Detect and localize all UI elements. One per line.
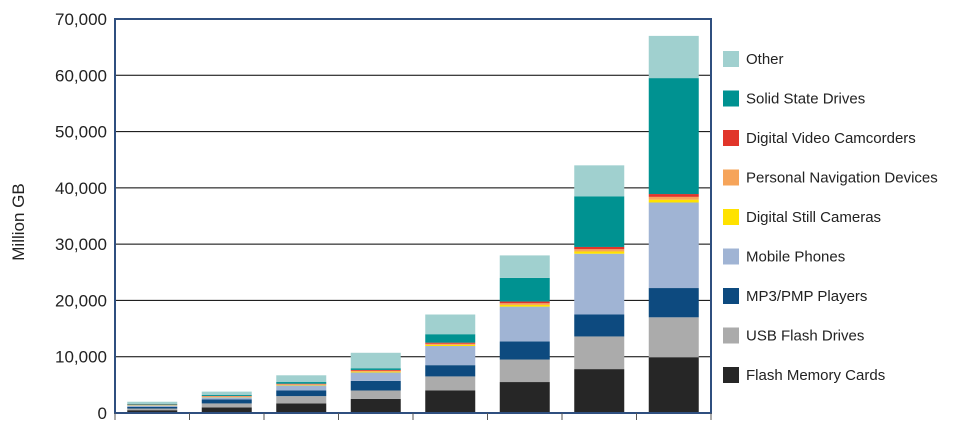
bar-segment — [499, 306, 550, 342]
legend-swatch — [723, 248, 739, 265]
y-tick-label: 30,000 — [55, 235, 107, 254]
y-tick-label: 50,000 — [55, 123, 107, 142]
bar-segment — [425, 346, 476, 366]
bar-segment — [350, 369, 401, 371]
bar-segment — [648, 199, 699, 203]
bar-segment — [201, 397, 252, 400]
bar-segment — [276, 375, 327, 383]
bar-segment — [201, 399, 252, 404]
bar-segment — [648, 357, 699, 413]
y-tick-label: 40,000 — [55, 179, 107, 198]
legend-swatch — [723, 51, 739, 67]
bar-segment — [499, 303, 550, 305]
y-tick-label: 20,000 — [55, 291, 107, 310]
bar-segment — [648, 196, 699, 200]
bar-segment — [201, 394, 252, 396]
legend-swatch — [723, 327, 739, 344]
bar-segment — [648, 317, 699, 358]
bar-segment — [499, 304, 550, 307]
bar-segment — [127, 403, 178, 405]
bar-segment — [350, 390, 401, 399]
bar-segment — [127, 406, 178, 409]
legend-swatch — [723, 288, 739, 304]
y-tick-label: 0 — [98, 404, 107, 423]
bar-segment — [127, 410, 178, 413]
y-tick-label: 60,000 — [55, 66, 107, 85]
bar-segment — [648, 202, 699, 289]
x-axis-ticks — [114, 413, 712, 420]
bar-segment — [350, 352, 401, 369]
bar-segment — [276, 390, 327, 397]
legend-label: Other — [746, 51, 784, 68]
y-tick-label: 10,000 — [55, 348, 107, 367]
bar-segment — [350, 370, 401, 372]
bar-segment — [499, 382, 550, 413]
bar-segment — [276, 384, 327, 386]
bar-segment — [574, 253, 625, 315]
bar-segment — [276, 396, 327, 404]
legend-swatch — [723, 169, 739, 186]
legend-swatch — [723, 130, 739, 146]
y-tick-label: 70,000 — [55, 10, 107, 29]
legend-label: Digital Still Cameras — [746, 209, 881, 226]
bar-segment — [648, 194, 699, 197]
y-axis-tick-labels: 0 10,000 20,000 30,000 40,000 50,000 60,000 70,… — [55, 10, 107, 423]
bar-segment — [425, 342, 476, 344]
legend: Other Solid State Drives Digital Video Cam… — [723, 51, 938, 384]
bar-segment — [425, 334, 476, 343]
bar-segment — [425, 344, 476, 347]
bar-segment — [350, 371, 401, 373]
bar-segment — [425, 365, 476, 377]
bar-segment — [276, 382, 327, 384]
bar-segment — [201, 391, 252, 395]
bar-segment — [127, 405, 178, 407]
bar-segment — [127, 408, 178, 411]
bar-segment — [648, 78, 699, 195]
legend-swatch — [723, 367, 739, 383]
bar-segment — [425, 390, 476, 413]
legend-label: Digital Video Camcorders — [746, 130, 916, 147]
bar-segment — [574, 249, 625, 252]
legend-label: Mobile Phones — [746, 249, 845, 266]
bar-segment — [499, 359, 550, 383]
bar-segment — [201, 403, 252, 408]
bar-segment — [574, 196, 625, 247]
bar-segment — [574, 314, 625, 337]
bar-segment — [276, 384, 327, 385]
bar-segment — [127, 401, 178, 404]
bar-segment — [201, 407, 252, 413]
bar-segment — [350, 398, 401, 413]
legend-swatch — [723, 209, 739, 225]
legend-label: Solid State Drives — [746, 91, 865, 108]
bar-segment — [350, 380, 401, 391]
bar-segment — [276, 385, 327, 391]
bar-segment — [574, 165, 625, 197]
bar-segment — [574, 246, 625, 250]
bar-segment — [425, 343, 476, 345]
bar-segment — [425, 376, 476, 391]
bar-segment — [574, 251, 625, 254]
legend-label: Personal Navigation Devices — [746, 170, 938, 187]
legend-label: Flash Memory Cards — [746, 367, 885, 384]
legend-label: USB Flash Drives — [746, 328, 864, 345]
bar-segment — [499, 277, 550, 302]
bar-segment — [574, 336, 625, 370]
y-axis-title: Million GB — [9, 183, 28, 260]
bar-segment — [350, 372, 401, 381]
legend-swatch — [723, 90, 739, 107]
bar-segment — [648, 35, 699, 79]
bar-segment — [425, 314, 476, 335]
bar-segment — [276, 403, 327, 413]
bar-segment — [499, 301, 550, 304]
bar-segment — [574, 369, 625, 413]
bar-segment — [499, 255, 550, 278]
legend-label: MP3/PMP Players — [746, 288, 867, 305]
bar-segment — [350, 368, 401, 370]
bar-segment — [499, 341, 550, 360]
bar-segment — [276, 383, 327, 385]
bars — [127, 35, 699, 413]
bar-segment — [648, 288, 699, 318]
